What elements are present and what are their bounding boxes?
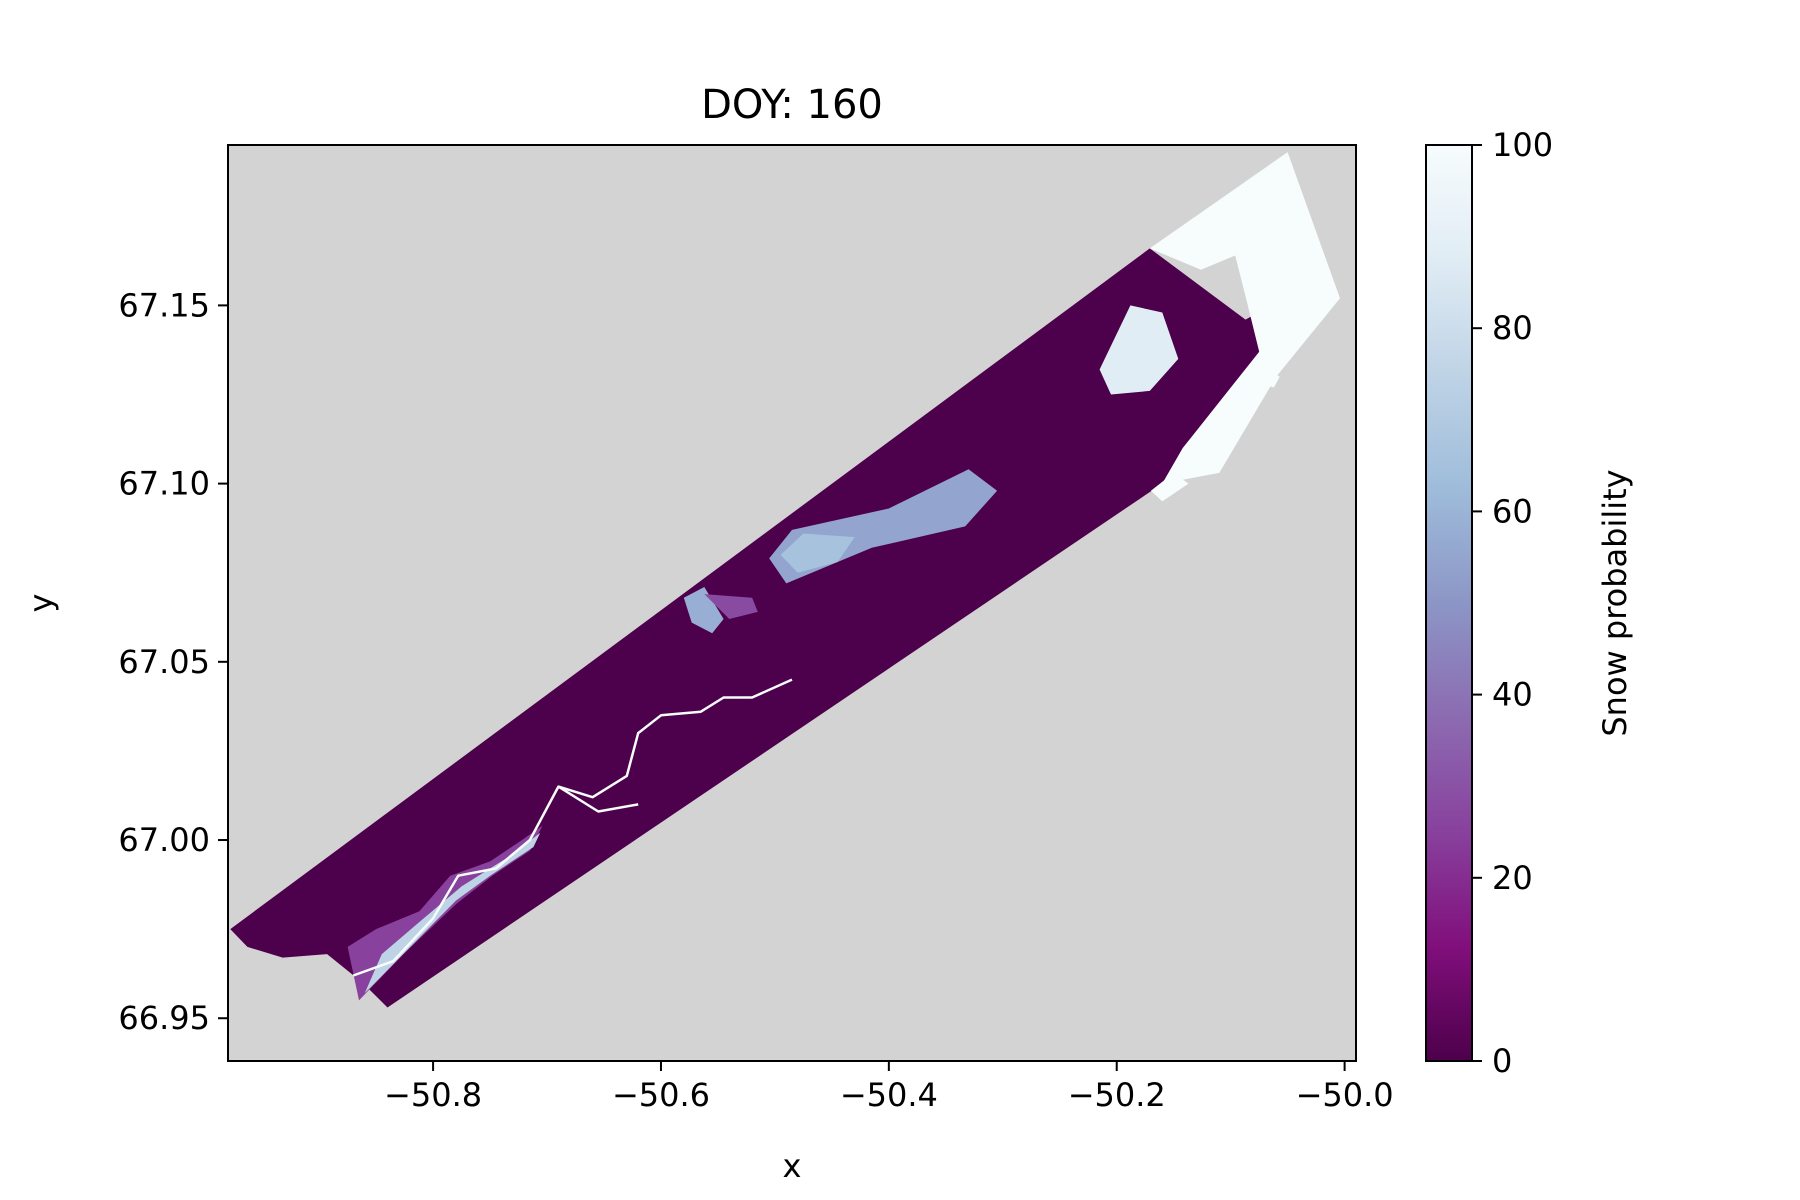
snow-patch-central-core [780,533,855,573]
colorbar [1425,144,1473,1062]
colorbar-tick-label: 0 [1492,1042,1512,1080]
x-tick-label: −50.8 [384,1076,482,1114]
snow-patch-west-fringe [704,594,758,619]
colorbar-axis: 0 20 40 60 80 100 [1472,126,1553,1080]
snow-patch-west [683,587,724,634]
x-tick-label: −50.2 [1068,1076,1166,1114]
x-tick-label: −50.6 [612,1076,710,1114]
x-tick-label: −50.4 [840,1076,938,1114]
y-tick-label: 67.00 [118,821,210,859]
chart-title: DOY: 160 [701,82,883,128]
river-features [352,678,793,977]
river-channel [352,678,793,977]
colorbar-tick-label: 40 [1492,676,1533,714]
snow-corner-ne [1149,152,1340,484]
plot-content [230,152,1340,1008]
x-axis: −50.8 −50.6 −50.4 −50.2 −50.0 [384,1061,1394,1114]
y-tick-label: 67.15 [118,286,210,324]
y-axis: 66.95 67.00 67.05 67.10 67.15 [118,286,228,1037]
snow-patch-east-1 [1150,472,1189,502]
colorbar-tick-label: 80 [1492,309,1533,347]
river-braid-core [364,832,541,994]
colorbar-tick-label: 60 [1492,492,1533,530]
y-tick-label: 67.05 [118,643,210,681]
y-axis-label: y [22,594,60,613]
snow-patch-north [1099,305,1179,395]
y-tick-label: 67.10 [118,465,210,503]
x-tick-label: −50.0 [1296,1076,1394,1114]
colorbar-tick-label: 20 [1492,859,1533,897]
river-branch [557,785,639,813]
y-tick-label: 66.95 [118,999,210,1037]
swath-region [230,248,1322,1008]
colorbar-label: Snow probability [1596,469,1634,736]
plot-frame [227,144,1357,1062]
colorbar-tick-label: 100 [1492,126,1553,164]
snow-patch-east-2 [1258,366,1280,388]
x-axis-label: x [783,1147,802,1185]
